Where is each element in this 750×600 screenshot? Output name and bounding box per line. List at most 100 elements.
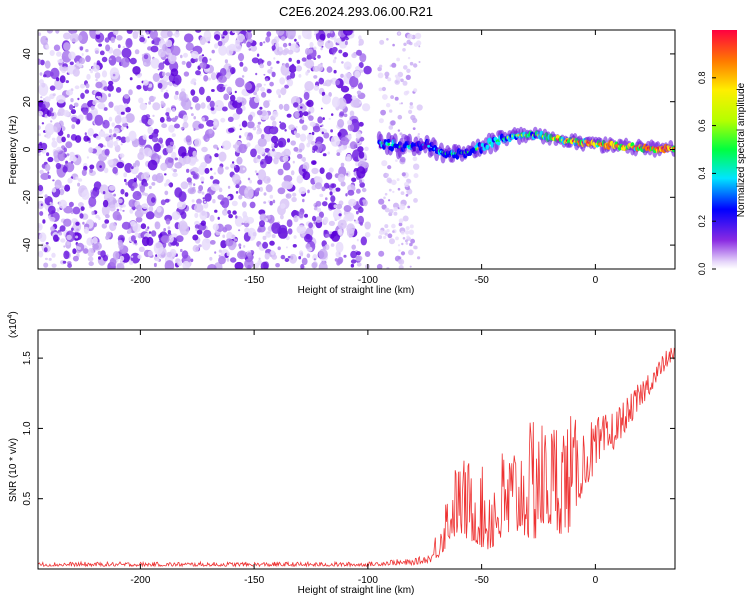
noise-speckle	[405, 193, 409, 197]
noise-speckle	[295, 65, 302, 72]
noise-speckle	[44, 257, 48, 261]
noise-speckle	[51, 210, 56, 214]
noise-speckle	[160, 89, 164, 93]
noise-speckle	[313, 258, 316, 261]
noise-speckle	[193, 183, 196, 187]
noise-speckle	[125, 38, 133, 49]
noise-speckle	[148, 205, 154, 213]
noise-speckle	[109, 58, 112, 61]
noise-speckle	[402, 80, 408, 86]
noise-speckle	[98, 43, 102, 47]
noise-speckle	[236, 33, 245, 43]
noise-speckle	[218, 45, 228, 56]
noise-speckle	[386, 103, 391, 108]
noise-speckle	[226, 231, 233, 241]
noise-speckle	[263, 100, 270, 108]
noise-speckle	[418, 45, 421, 48]
noise-speckle	[196, 229, 203, 235]
noise-speckle	[69, 33, 80, 43]
noise-speckle	[62, 166, 68, 173]
noise-speckle	[405, 230, 410, 235]
noise-speckle	[218, 187, 223, 193]
noise-speckle	[312, 145, 318, 151]
noise-speckle	[360, 236, 367, 246]
noise-speckle	[141, 53, 144, 57]
noise-speckle	[293, 102, 299, 108]
snr-x-tick-label: -50	[474, 575, 489, 586]
noise-speckle	[112, 30, 119, 36]
noise-speckle	[257, 228, 262, 233]
signal-peak	[387, 142, 391, 146]
noise-speckle	[312, 125, 321, 133]
noise-speckle	[218, 256, 226, 265]
noise-speckle	[342, 52, 349, 58]
noise-speckle	[190, 57, 196, 64]
noise-speckle	[238, 143, 247, 154]
noise-speckle	[218, 249, 222, 253]
noise-speckle	[173, 74, 182, 86]
noise-speckle	[266, 31, 272, 37]
noise-speckle	[238, 194, 243, 200]
noise-speckle	[242, 66, 248, 72]
noise-speckle	[41, 122, 45, 125]
noise-speckle	[295, 133, 301, 138]
noise-speckle	[340, 73, 344, 78]
noise-speckle	[109, 204, 116, 212]
noise-speckle	[267, 69, 273, 74]
noise-speckle	[164, 182, 167, 187]
noise-speckle	[222, 234, 226, 239]
noise-speckle	[321, 186, 326, 192]
noise-speckle	[188, 146, 192, 151]
noise-speckle	[168, 235, 174, 243]
noise-speckle	[150, 45, 159, 53]
noise-speckle	[217, 216, 220, 220]
noise-speckle	[39, 211, 44, 216]
noise-speckle	[209, 175, 214, 180]
noise-speckle	[328, 117, 331, 120]
noise-speckle	[125, 181, 129, 186]
noise-speckle	[224, 224, 233, 231]
noise-speckle	[269, 128, 275, 134]
noise-speckle	[234, 90, 237, 94]
noise-speckle	[113, 133, 117, 138]
noise-speckle	[56, 51, 62, 57]
noise-speckle	[44, 96, 51, 103]
noise-speckle	[413, 42, 419, 47]
noise-speckle	[364, 158, 367, 161]
noise-speckle	[123, 172, 128, 178]
noise-speckle	[176, 235, 184, 243]
noise-speckle	[204, 154, 212, 164]
noise-speckle	[389, 209, 394, 214]
noise-speckle	[412, 127, 416, 130]
noise-speckle	[172, 172, 178, 178]
noise-speckle	[286, 113, 292, 118]
noise-speckle	[335, 241, 344, 253]
noise-speckle	[128, 199, 136, 208]
noise-speckle	[235, 77, 245, 88]
noise-speckle	[195, 70, 201, 76]
noise-speckle	[356, 49, 362, 56]
noise-speckle	[233, 165, 237, 168]
noise-speckle	[314, 33, 317, 36]
noise-speckle	[126, 30, 133, 34]
noise-speckle	[195, 30, 202, 33]
spectrogram-x-tick-label: -100	[358, 275, 378, 286]
noise-speckle	[269, 194, 274, 199]
noise-speckle	[110, 36, 116, 43]
figure-title: C2E6.2024.293.06.00.R21	[279, 4, 433, 19]
noise-speckle	[50, 112, 55, 117]
noise-speckle	[236, 96, 243, 103]
noise-speckle	[302, 111, 309, 117]
noise-speckle	[335, 187, 341, 192]
noise-speckle	[121, 116, 127, 124]
noise-speckle	[175, 90, 179, 96]
noise-speckle	[160, 30, 170, 39]
noise-speckle	[356, 166, 366, 179]
noise-speckle	[335, 250, 341, 258]
noise-speckle	[387, 233, 393, 239]
noise-speckle	[237, 165, 247, 174]
noise-speckle	[109, 257, 117, 267]
noise-speckle	[137, 74, 141, 78]
noise-speckle	[190, 258, 194, 263]
noise-speckle	[152, 102, 161, 111]
